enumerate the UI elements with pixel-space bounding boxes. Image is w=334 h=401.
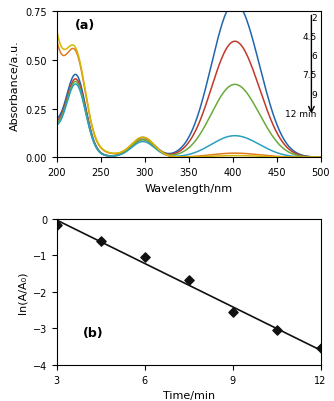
X-axis label: Time/min: Time/min [163,390,215,400]
Text: 12 min: 12 min [285,110,317,119]
Point [98,239,104,245]
Point [186,277,191,284]
Text: (a): (a) [75,19,96,32]
Text: 7.5: 7.5 [302,71,317,80]
Text: 9: 9 [311,91,317,99]
Text: 4.5: 4.5 [302,33,317,42]
Point [274,327,279,334]
Text: (b): (b) [83,326,104,339]
Point [142,254,147,261]
Y-axis label: Absorbance/a.u.: Absorbance/a.u. [10,40,20,130]
Y-axis label: ln(A/A₀): ln(A/A₀) [17,271,27,313]
Point [318,345,323,352]
Text: 2: 2 [311,14,317,22]
Point [54,223,59,229]
Text: 6: 6 [311,52,317,61]
X-axis label: Wavelength/nm: Wavelength/nm [145,183,233,193]
Point [230,309,235,315]
